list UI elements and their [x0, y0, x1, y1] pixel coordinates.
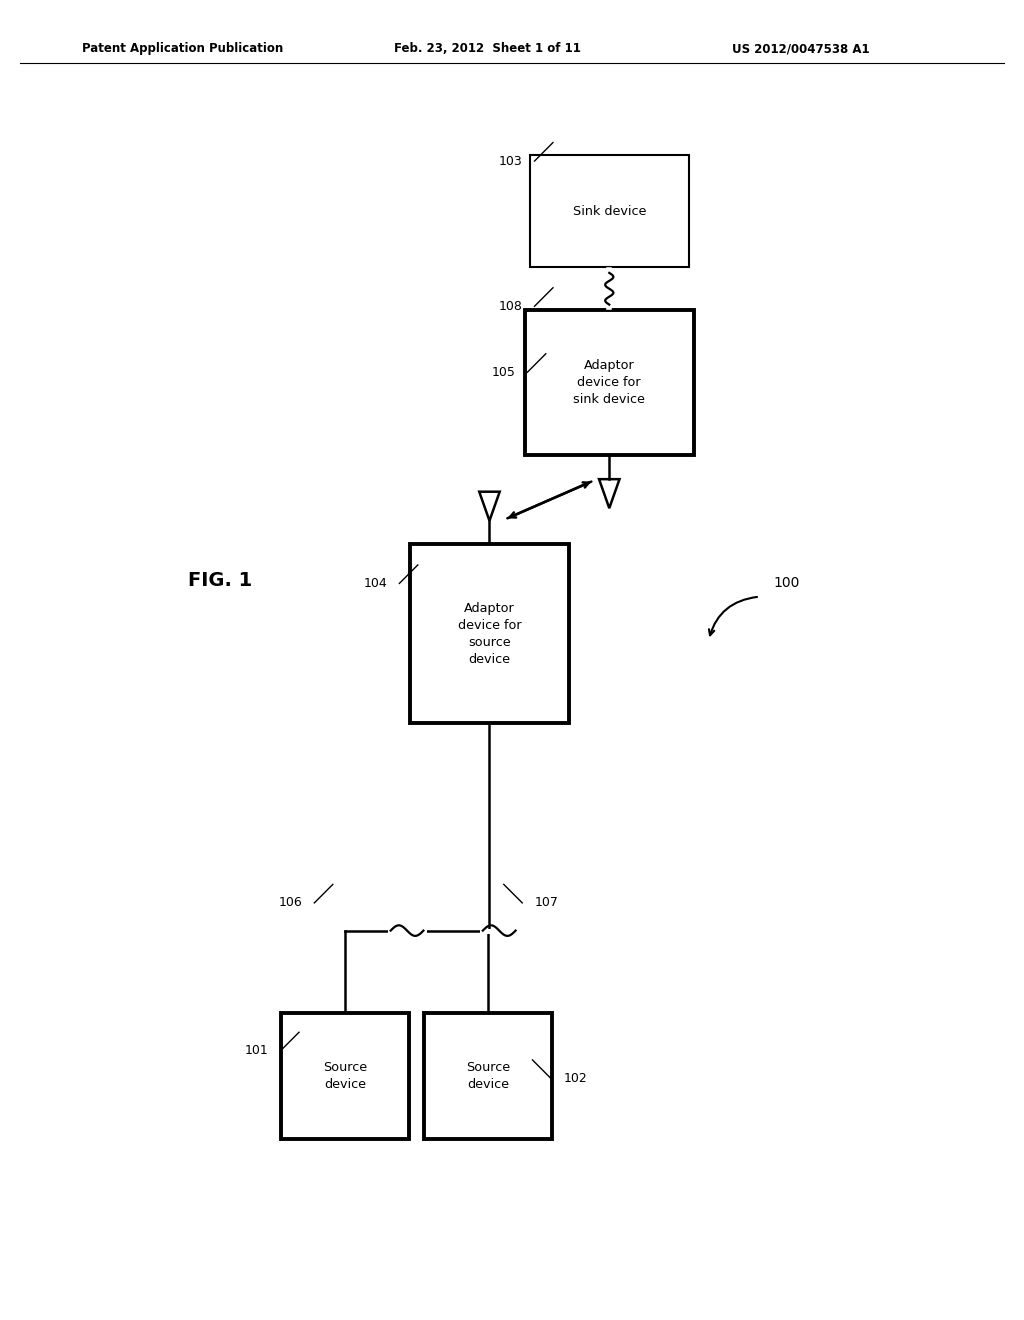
Text: 101: 101	[245, 1044, 268, 1057]
Text: 108: 108	[499, 300, 522, 313]
Text: 102: 102	[563, 1072, 587, 1085]
Text: Feb. 23, 2012  Sheet 1 of 11: Feb. 23, 2012 Sheet 1 of 11	[394, 42, 581, 55]
Text: US 2012/0047538 A1: US 2012/0047538 A1	[732, 42, 869, 55]
Text: 106: 106	[279, 896, 302, 909]
Text: Patent Application Publication: Patent Application Publication	[82, 42, 284, 55]
Text: FIG. 1: FIG. 1	[188, 572, 252, 590]
Text: 100: 100	[773, 577, 800, 590]
Text: Adaptor
device for
source
device: Adaptor device for source device	[458, 602, 521, 665]
Text: 104: 104	[364, 577, 387, 590]
Bar	[530, 154, 688, 267]
Text: Sink device: Sink device	[572, 205, 646, 218]
Text: 103: 103	[499, 154, 522, 168]
Text: 107: 107	[535, 896, 558, 909]
Text: 105: 105	[492, 366, 515, 379]
Text: Source
device: Source device	[323, 1061, 368, 1090]
Bar	[410, 544, 569, 722]
Bar	[524, 310, 694, 455]
Bar	[281, 1014, 410, 1138]
Text: Adaptor
device for
sink device: Adaptor device for sink device	[573, 359, 645, 407]
Bar	[424, 1014, 553, 1138]
Text: Source
device: Source device	[466, 1061, 511, 1090]
